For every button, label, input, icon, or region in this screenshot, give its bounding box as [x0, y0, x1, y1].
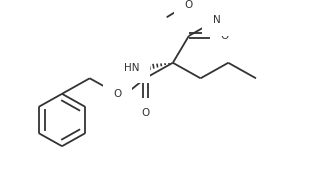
Text: O: O — [185, 0, 193, 10]
Text: N: N — [213, 15, 220, 25]
Text: O: O — [141, 108, 149, 118]
Text: O: O — [220, 31, 228, 41]
Text: O: O — [113, 89, 122, 99]
Text: HN: HN — [124, 63, 140, 73]
